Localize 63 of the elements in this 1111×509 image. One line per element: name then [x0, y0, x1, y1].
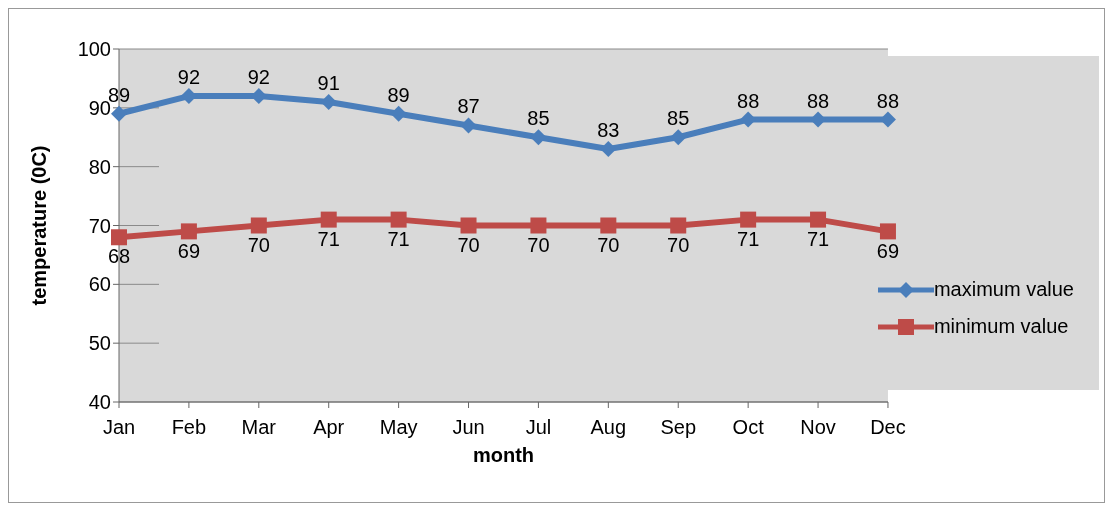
point [180, 223, 197, 240]
data-label: 87 [457, 95, 480, 118]
data-label: 71 [387, 227, 410, 250]
point [111, 229, 127, 246]
x-tick-label: Oct [732, 416, 765, 439]
y-tick-label: 70 [88, 214, 111, 237]
point [879, 223, 896, 240]
point [460, 117, 477, 134]
data-label: 88 [737, 89, 760, 112]
data-label: 68 [107, 245, 131, 268]
x-tick-label: Jan [102, 416, 136, 439]
point [530, 129, 547, 146]
data-label: 89 [387, 83, 410, 106]
point [810, 211, 827, 228]
y-tick-label: 60 [88, 273, 111, 296]
point [390, 105, 407, 122]
data-label: 88 [876, 89, 900, 112]
point [460, 217, 477, 234]
point [111, 105, 127, 122]
y-tick-label: 80 [88, 155, 111, 178]
data-label: 70 [247, 233, 270, 256]
x-tick-label: Feb [171, 416, 207, 439]
data-label: 70 [527, 233, 550, 256]
legend-label: maximum value [933, 278, 1074, 301]
point [600, 217, 617, 234]
point [530, 217, 547, 234]
data-label: 91 [317, 71, 340, 94]
data-label: 69 [177, 239, 201, 262]
data-label: 83 [597, 119, 620, 142]
x-tick-label: Sep [660, 416, 697, 439]
data-label: 70 [597, 233, 620, 256]
x-tick-label: Jun [452, 416, 485, 439]
data-label: 85 [667, 107, 690, 130]
point [390, 211, 407, 228]
x-tick-label: Jul [525, 416, 552, 439]
x-tick-label: Dec [870, 416, 906, 439]
data-label: 85 [527, 107, 550, 130]
y-tick-label: 50 [88, 332, 111, 355]
x-tick-label: Aug [590, 416, 627, 439]
y-axis-title: temperature (0C) [28, 145, 51, 306]
y-tick-label: 100 [77, 38, 111, 61]
point [740, 211, 757, 228]
x-tick-label: Apr [313, 416, 345, 439]
point [250, 217, 267, 234]
point [600, 141, 617, 158]
point [320, 211, 337, 228]
data-label: 92 [177, 66, 201, 89]
data-label: 69 [876, 239, 900, 262]
data-label: 71 [737, 227, 760, 250]
data-label: 71 [806, 227, 830, 250]
x-axis-title: month [472, 444, 535, 466]
x-tick-label: Nov [800, 416, 836, 439]
y-tick-label: 40 [88, 391, 111, 414]
data-label: 70 [457, 233, 480, 256]
data-label: 88 [806, 89, 830, 112]
data-label: 92 [247, 66, 270, 89]
legend-label: minimum value [933, 315, 1069, 338]
x-tick-label: Mar [241, 416, 277, 439]
point [670, 129, 687, 146]
x-tick-label: May [379, 416, 418, 439]
data-label: 70 [667, 233, 690, 256]
data-label: 71 [317, 227, 340, 250]
point [670, 217, 687, 234]
